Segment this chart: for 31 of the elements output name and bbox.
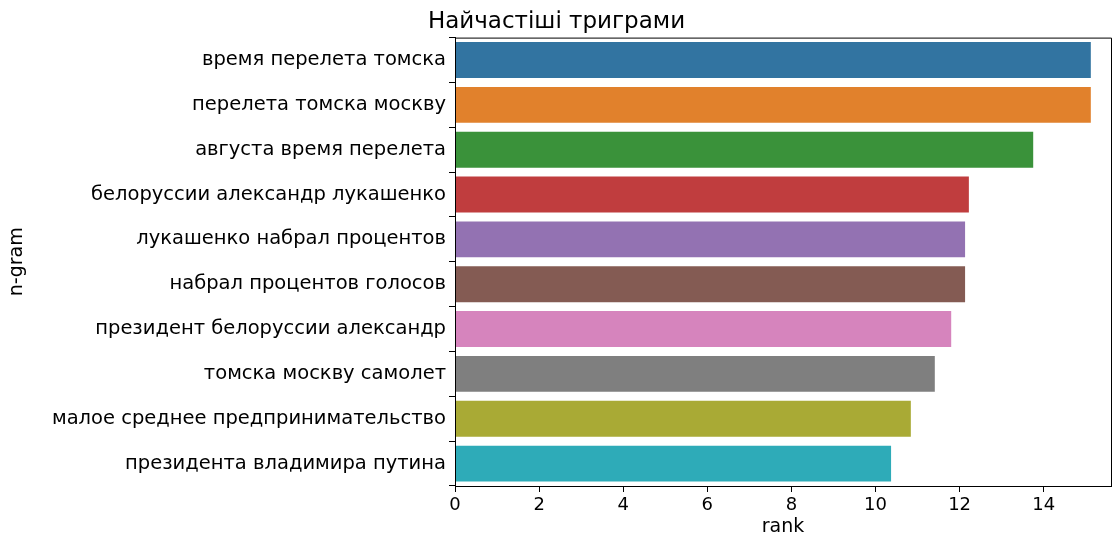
x-axis-title: rank (761, 513, 805, 536)
y-tick-label: президент белоруссии александр (95, 316, 446, 340)
bar (455, 355, 935, 392)
y-tick-label: президента владимира путина (125, 450, 446, 474)
y-tick-label: набрал процентов голосов (169, 271, 446, 295)
bar (455, 131, 1034, 168)
bar (455, 400, 911, 437)
y-axis-title: n-gram (4, 227, 27, 297)
bar (455, 42, 1091, 78)
x-tick-label: 2 (533, 493, 545, 515)
x-tick-label: 14 (1032, 493, 1056, 515)
chart-title: Найчастіші триграми (427, 6, 686, 33)
y-tick-label: лукашенко набрал процентов (136, 226, 446, 250)
bar (455, 445, 892, 482)
bar (455, 86, 1091, 123)
x-tick-label: 12 (948, 493, 972, 515)
y-tick-label: малое среднее предпринимательство (51, 405, 446, 429)
x-tick-label: 8 (785, 493, 798, 515)
y-tick-label: августа время перелета (195, 136, 446, 160)
y-tick-label: томска москву самолет (203, 360, 446, 384)
y-tick-label: время перелета томска (201, 47, 446, 71)
y-tick-label: перелета томска москву (192, 91, 446, 115)
bar (455, 266, 966, 303)
x-tick-label: 4 (617, 493, 629, 515)
bar (455, 176, 969, 213)
x-tick-label: 0 (449, 493, 461, 515)
bar (455, 311, 952, 347)
y-tick-label: белоруссии александр лукашенко (90, 181, 446, 205)
x-tick-label: 10 (864, 493, 887, 515)
x-tick-label: 6 (701, 493, 714, 515)
bar (455, 221, 966, 258)
